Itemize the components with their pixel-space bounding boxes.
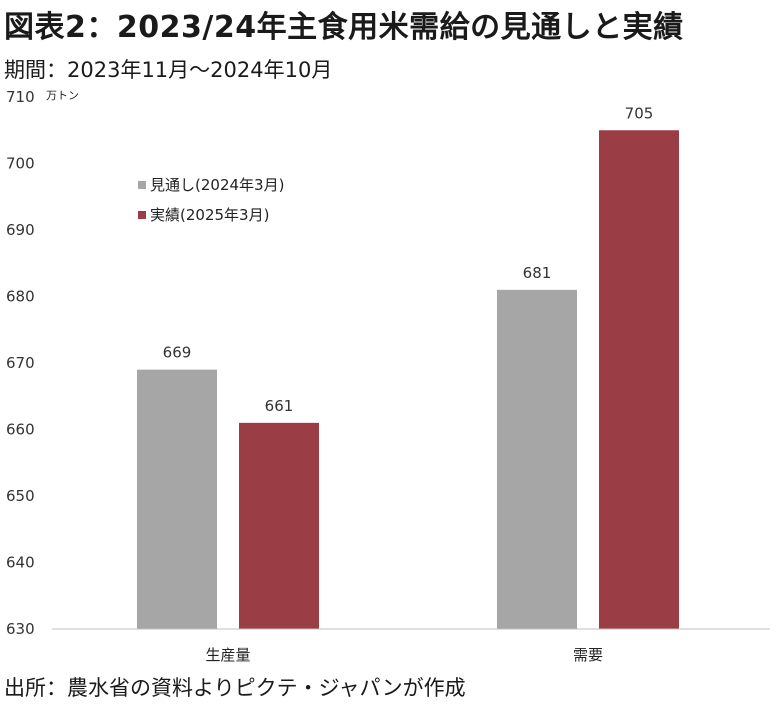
legend-swatch — [138, 211, 146, 219]
y-tick-label: 630 — [6, 620, 35, 638]
bars — [137, 130, 679, 629]
y-tick-label: 680 — [6, 288, 35, 306]
y-tick-label: 700 — [6, 155, 35, 173]
y-tick-label: 660 — [6, 421, 35, 439]
chart-subtitle: 期間：2023年11月～2024年10月 — [4, 58, 333, 82]
legend-swatch — [138, 181, 146, 189]
category-labels: 生産量 需要 — [205, 646, 603, 664]
data-label: 705 — [625, 104, 654, 122]
y-tick-label: 670 — [6, 354, 35, 372]
y-tick-label: 690 — [6, 221, 35, 239]
legend: 見通し(2024年3月) 実績(2025年3月) — [138, 176, 284, 224]
legend-label: 実績(2025年3月) — [150, 206, 269, 224]
y-axis-ticks: 630 640 650 660 670 680 690 700 710 — [6, 88, 35, 638]
data-label: 681 — [523, 264, 552, 282]
bar — [599, 130, 679, 629]
source-note: 出所：農水省の資料よりピクテ・ジャパンが作成 — [4, 676, 466, 700]
y-axis-unit: 万トン — [46, 89, 79, 102]
data-label: 669 — [163, 344, 192, 362]
y-tick-label: 640 — [6, 554, 35, 572]
y-tick-label: 710 — [6, 88, 35, 106]
chart-title: 図表2：2023/24年主食用米需給の見通しと実績 — [4, 10, 684, 45]
data-label: 661 — [265, 397, 294, 415]
y-tick-label: 650 — [6, 487, 35, 505]
category-label: 需要 — [573, 646, 603, 664]
category-label: 生産量 — [205, 646, 250, 664]
bar — [497, 289, 577, 629]
data-labels: 669 661 681 705 — [163, 104, 654, 415]
legend-label: 見通し(2024年3月) — [150, 176, 284, 194]
bar — [137, 369, 217, 629]
bar — [239, 422, 319, 629]
